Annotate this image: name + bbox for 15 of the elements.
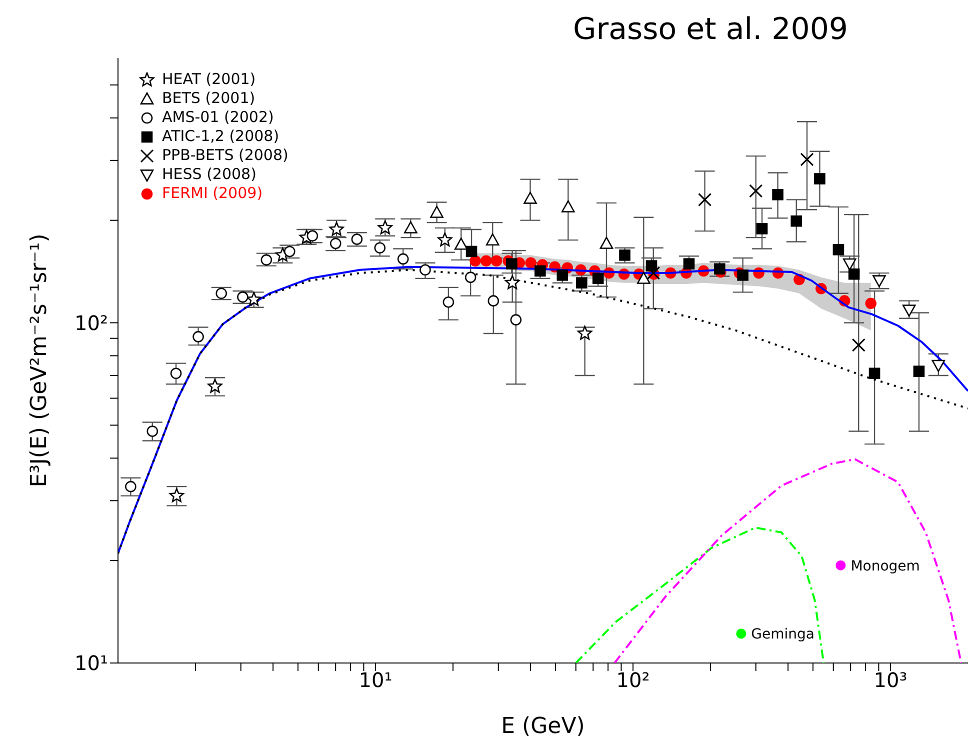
x-axis-title: E (GeV) xyxy=(501,714,585,739)
legend-label: Monogem xyxy=(850,558,920,574)
x-tick-label: 10³ xyxy=(874,668,908,692)
legend-label: FERMI (2009) xyxy=(162,184,263,203)
x-tick-label: 10² xyxy=(616,668,650,692)
legend-label: AMS-01 (2002) xyxy=(162,108,274,127)
legend-label: Geminga xyxy=(751,626,815,643)
text: Grasso et al. 2009 xyxy=(572,12,848,47)
legend-label: HEAT (2001) xyxy=(162,70,256,89)
legend-label: ATIC-1,2 (2008) xyxy=(162,127,280,146)
y-axis-title: E³J(E) (GeV²m⁻²s⁻¹sr⁻¹) xyxy=(26,234,52,488)
x-tick-label: 10¹ xyxy=(358,668,392,692)
legend-label: PPB-BETS (2008) xyxy=(162,146,288,165)
legend-label: HESS (2008) xyxy=(162,165,256,184)
legend-label: BETS (2001) xyxy=(162,89,256,108)
